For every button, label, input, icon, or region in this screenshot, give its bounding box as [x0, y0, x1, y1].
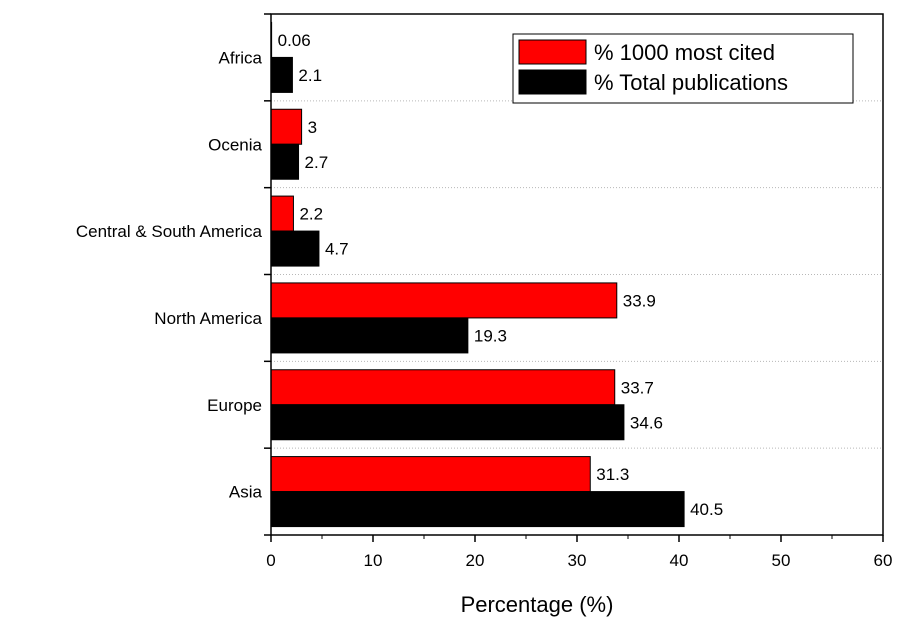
legend-label: % 1000 most cited [594, 40, 775, 65]
bar-most-cited [270, 456, 591, 493]
x-axis-ticks: 0 10 20 30 40 50 60 [266, 535, 892, 570]
data-label: 31.3 [596, 465, 629, 484]
bar-most-cited [270, 369, 616, 406]
y-category-label: North America [154, 309, 262, 328]
x-tick-label: 50 [772, 551, 791, 570]
bar-most-cited [270, 108, 303, 145]
x-tick-label: 40 [670, 551, 689, 570]
bar-total-publications [270, 56, 293, 93]
y-category-label: Asia [229, 483, 263, 502]
data-label: 0.06 [278, 31, 311, 50]
data-label: 19.3 [474, 326, 507, 345]
bar-total-publications [270, 404, 625, 441]
bar-most-cited [270, 282, 618, 319]
y-category-label: Europe [207, 396, 262, 415]
legend-items: % 1000 most cited % Total publications [518, 39, 788, 95]
data-label: 34.6 [630, 413, 663, 432]
x-tick-label: 10 [364, 551, 383, 570]
x-tick-label: 60 [874, 551, 893, 570]
data-label: 4.7 [325, 240, 349, 259]
data-label: 2.1 [298, 66, 322, 85]
data-label: 3 [308, 118, 317, 137]
y-category-label: Ocenia [208, 135, 262, 154]
x-axis-title: Percentage (%) [461, 592, 614, 617]
bar-total-publications [270, 317, 469, 354]
x-tick-label: 30 [568, 551, 587, 570]
data-label: 2.7 [305, 153, 329, 172]
bar-most-cited [270, 195, 294, 232]
data-label: 33.7 [621, 378, 654, 397]
legend-swatch [518, 39, 587, 65]
legend-label: % Total publications [594, 70, 788, 95]
bar-total-publications [270, 230, 320, 267]
data-label: 2.2 [299, 205, 323, 224]
data-label: 40.5 [690, 500, 723, 519]
legend-swatch [518, 69, 587, 95]
y-axis-categories: Asia Europe North America Central & South A… [76, 13, 271, 536]
y-category-label: Africa [219, 48, 263, 67]
bar-total-publications [270, 491, 685, 528]
x-tick-label: 0 [266, 551, 275, 570]
y-category-label: Central & South America [76, 222, 263, 241]
x-tick-label: 20 [466, 551, 485, 570]
data-labels: 31.3 40.5 33.7 34.6 33.9 19.3 2.24.7 3 2.7 0.06 2.… [278, 31, 724, 519]
legend: % 1000 most cited % Total publications [512, 33, 854, 104]
bar-total-publications [270, 143, 300, 180]
data-label: 33.9 [623, 291, 656, 310]
